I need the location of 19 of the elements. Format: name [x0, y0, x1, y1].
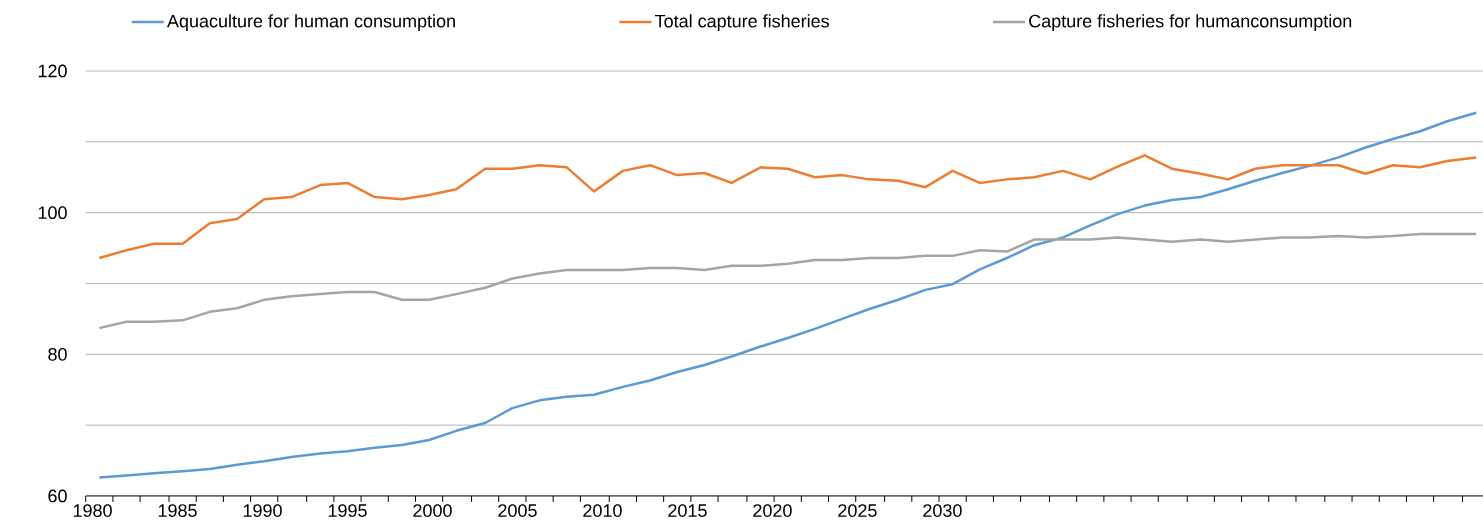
y-tick-label: 80: [48, 347, 67, 361]
x-tick-label: 2005: [498, 504, 537, 517]
y-tick-label: 120: [38, 64, 67, 78]
x-tick-label: 2025: [838, 504, 877, 517]
x-tick-label: 2000: [413, 504, 452, 517]
x-tick-label: 1990: [243, 504, 282, 517]
x-tick-label: 1980: [73, 504, 112, 517]
y-tick-label: 100: [38, 206, 67, 220]
y-tick-label: 60: [48, 489, 67, 503]
legend-label: Capture fisheries for humanconsumption: [1029, 14, 1352, 32]
legend-label: Aquaculture for human consumption: [166, 14, 455, 32]
line-series: [98, 111, 1478, 479]
x-tick-label: 2020: [753, 504, 792, 517]
legend-label: Total capture fisheries: [655, 14, 830, 32]
x-tick-label: 2030: [923, 504, 962, 517]
x-tick-label: 1985: [158, 504, 197, 517]
x-tick-label: 1995: [328, 504, 367, 517]
x-tick-label: 2010: [583, 504, 622, 517]
x-tick-label: 2015: [668, 504, 707, 517]
